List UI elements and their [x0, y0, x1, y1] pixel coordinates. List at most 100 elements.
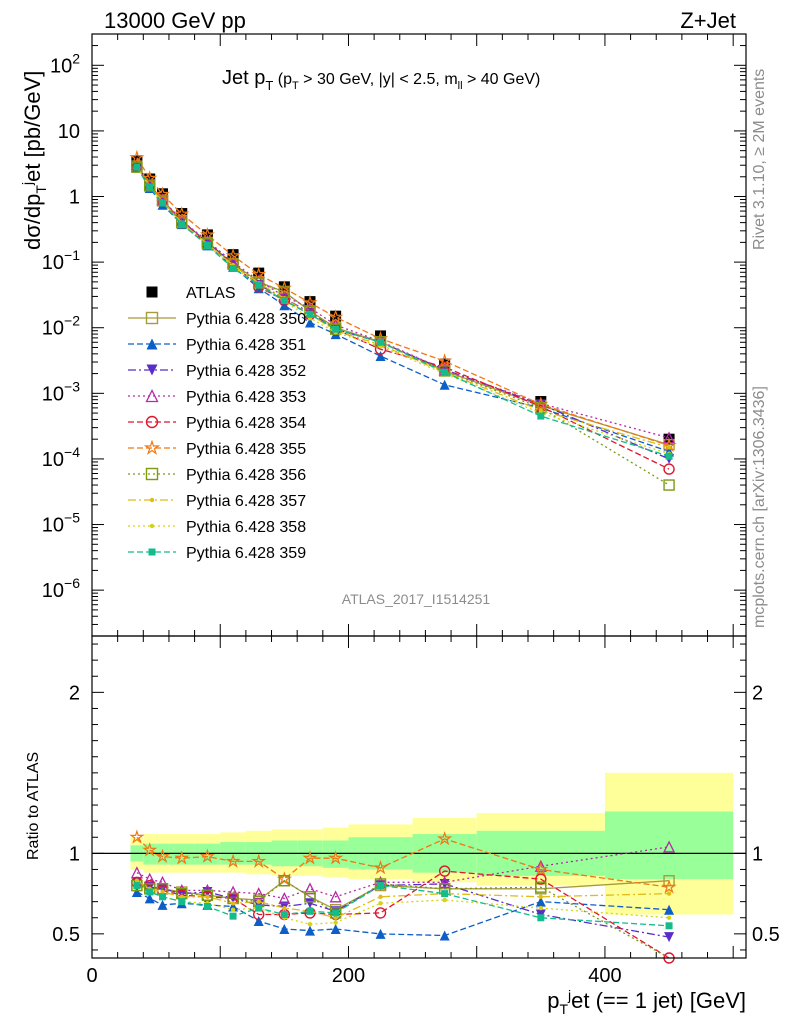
legend-entry: Pythia 6.428 352 [128, 363, 306, 380]
y-tick-label: 1 [69, 187, 80, 209]
data-point [538, 905, 544, 911]
data-point [378, 894, 383, 900]
series-351 [131, 162, 675, 457]
data-point [661, 879, 677, 894]
ratio-y-tick-label-right: 1 [752, 843, 763, 865]
data-point [535, 881, 547, 893]
ratio-series [129, 829, 677, 964]
data-point [131, 161, 143, 173]
data-point [664, 904, 675, 915]
series-line [136, 166, 670, 455]
legend-entry: Pythia 6.428 355 [128, 439, 306, 458]
ratio-y-tick-label-right: 0.5 [752, 924, 780, 946]
ratio-line [136, 891, 670, 937]
data-point [253, 915, 264, 926]
data-point [329, 890, 342, 903]
data-point [372, 859, 389, 875]
data-point [149, 497, 155, 503]
data-point [280, 911, 288, 919]
ratio-frame [91, 635, 747, 959]
ratio-line [136, 881, 670, 938]
data-point [330, 310, 342, 322]
data-point [178, 898, 186, 906]
data-point [305, 925, 315, 936]
ratio-series-359 [133, 882, 673, 930]
legend-entry: Pythia 6.428 359 [128, 545, 306, 562]
legend-label: Pythia 6.428 359 [186, 545, 306, 562]
data-point [154, 848, 171, 864]
rivet-label: Rivet 3.1.10, ≥ 2M events [751, 69, 768, 250]
x-axis-label: pTjet (== 1 jet) [GeV] [547, 987, 746, 1017]
legend-label: Pythia 6.428 350 [186, 311, 306, 328]
data-point [279, 924, 290, 935]
data-point [306, 907, 314, 915]
data-point [327, 309, 344, 324]
y-tick-label: 10 [58, 121, 80, 143]
data-point [203, 241, 211, 249]
data-point [666, 891, 672, 896]
ratio-line [136, 880, 670, 919]
main-title: Jet pT (pT > 30 GeV, |y| < 2.5, mll > 40… [222, 67, 540, 93]
legend-label: Pythia 6.428 356 [186, 467, 306, 484]
data-point [663, 463, 675, 475]
data-point [129, 829, 145, 844]
data-point [228, 893, 239, 904]
y-tick-label: 10−3 [42, 378, 80, 405]
x-tick-label: 200 [332, 965, 365, 987]
ratio-series-351 [131, 886, 675, 941]
data-point [225, 853, 241, 868]
legend-label: Pythia 6.428 351 [186, 337, 306, 354]
data-point [174, 850, 190, 865]
data-point [439, 930, 450, 941]
data-point [303, 882, 317, 895]
legend-label: Pythia 6.428 358 [186, 519, 306, 536]
data-point [144, 180, 156, 192]
data-point [437, 830, 453, 846]
legend-label: Pythia 6.428 355 [186, 441, 306, 458]
data-point [144, 893, 155, 904]
data-point [304, 891, 316, 903]
series-350 [131, 160, 675, 451]
legend-label: ATLAS [186, 285, 236, 302]
data-point [148, 548, 156, 556]
data-point [441, 368, 449, 376]
data-point [280, 296, 288, 304]
data-point [159, 199, 167, 207]
legend-entry: Pythia 6.428 357 [128, 493, 306, 510]
data-point [255, 904, 263, 912]
legend-entry: Pythia 6.428 351 [128, 337, 306, 354]
y-tick-label: 10−6 [42, 575, 80, 602]
data-point [332, 909, 340, 917]
data-point [252, 887, 265, 900]
ratio-y-tick-label-right: 2 [752, 682, 763, 704]
data-point [306, 310, 314, 318]
header-right: Z+Jet [680, 8, 736, 33]
data-point [145, 415, 159, 429]
data-point [442, 897, 447, 903]
legend-entry: Pythia 6.428 358 [128, 519, 306, 536]
data-point [251, 853, 267, 868]
data-point [203, 902, 211, 910]
y-tick-label: 10−1 [42, 247, 80, 274]
data-point [160, 889, 165, 895]
data-point [438, 365, 451, 377]
data-point [142, 842, 158, 857]
watermark: ATLAS_2017_I1514251 [342, 591, 491, 607]
data-point [176, 208, 188, 220]
data-point [134, 878, 140, 883]
data-point [302, 294, 318, 310]
data-point [533, 861, 549, 876]
data-point [225, 247, 241, 263]
data-point [230, 907, 236, 912]
data-point [251, 266, 267, 281]
data-point [537, 914, 545, 922]
data-point [156, 875, 169, 888]
series-357 [134, 163, 672, 450]
data-point [146, 183, 154, 191]
legend-entry: Pythia 6.428 353 [128, 389, 306, 406]
main-y-axis-label: dσ/dpTjet [pb/GeV] [19, 71, 49, 250]
mcplots-label: mcplots.cern.ch [arXiv:1306.3436] [751, 386, 768, 628]
data-point [537, 412, 545, 420]
legend-label: Pythia 6.428 354 [186, 415, 306, 432]
